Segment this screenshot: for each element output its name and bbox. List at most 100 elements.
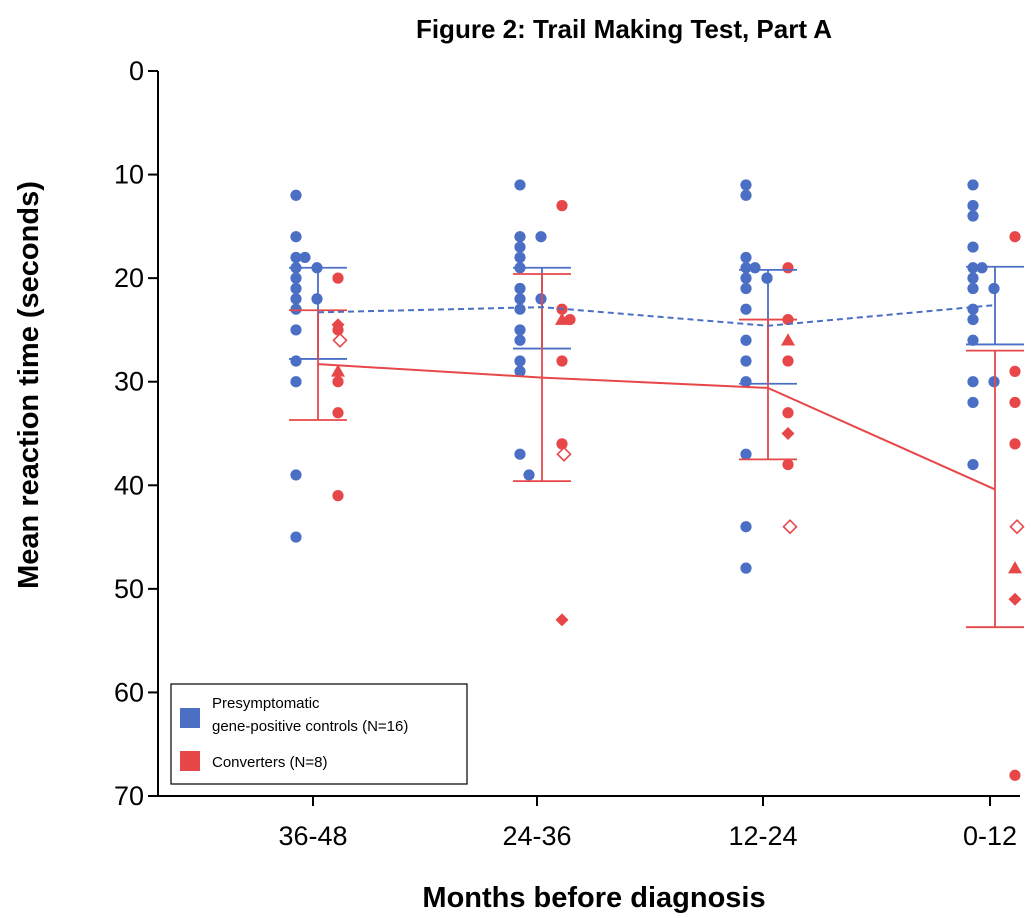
control-point: [740, 521, 752, 533]
y-tick-label: 40: [114, 470, 144, 500]
converter-triangle: [331, 364, 345, 377]
control-point: [290, 355, 302, 367]
control-point: [514, 324, 526, 336]
converter-triangle: [555, 312, 569, 325]
control-point: [967, 210, 979, 222]
converter-mean-line: [317, 363, 996, 491]
control-point: [967, 282, 979, 295]
control-point: [967, 458, 979, 471]
control-point: [967, 179, 979, 191]
y-tick-label: 0: [129, 56, 144, 86]
control-point: [514, 241, 526, 253]
converter-diamond-open: [556, 446, 572, 462]
y-tick-label: 30: [114, 367, 144, 397]
legend-swatch-converters: [180, 751, 200, 771]
control-point: [290, 376, 302, 388]
control-point: [290, 469, 302, 481]
legend-label-converters: Converters (N=8): [212, 754, 327, 771]
converter-point: [782, 262, 794, 274]
legend-box: [170, 683, 468, 785]
converter-point: [556, 438, 568, 450]
control-point: [967, 262, 979, 274]
control-point: [967, 303, 979, 315]
control-point: [967, 396, 979, 409]
control-point: [514, 303, 526, 315]
control-point: [740, 334, 752, 346]
control-error-bar: [966, 265, 1024, 346]
plot-area: [289, 179, 1025, 781]
chart-title: Figure 2: Trail Making Test, Part A: [416, 14, 832, 44]
control-point: [761, 272, 773, 284]
control-point: [514, 231, 526, 243]
control-point: [967, 313, 979, 326]
converter-point: [1009, 365, 1021, 377]
control-point: [988, 376, 1000, 388]
control-point: [967, 272, 979, 284]
control-point: [740, 448, 752, 460]
control-point: [290, 282, 302, 295]
legend-swatch-controls: [180, 708, 200, 728]
converter-point: [332, 272, 344, 284]
control-point: [290, 272, 302, 284]
y-tick-label: 20: [114, 263, 144, 293]
control-point: [514, 179, 526, 191]
y-tick-label: 50: [114, 574, 144, 604]
converter-diamond-open: [1009, 519, 1025, 535]
y-tick-label: 70: [114, 781, 144, 811]
x-tick-label: 0-12: [963, 821, 1017, 851]
control-point: [311, 293, 323, 305]
control-point: [740, 376, 752, 388]
converter-point: [1009, 438, 1021, 450]
x-tick-label: 24-36: [502, 821, 571, 851]
converter-diamond-open: [782, 519, 798, 535]
converter-point: [1009, 769, 1021, 781]
control-point: [967, 200, 979, 212]
control-point: [523, 469, 535, 481]
control-point: [514, 448, 526, 460]
control-point: [740, 179, 752, 191]
control-point: [740, 303, 752, 315]
control-point: [290, 231, 302, 243]
control-point: [740, 189, 752, 201]
converter-point: [1009, 231, 1021, 243]
control-point: [749, 262, 761, 274]
control-point: [740, 562, 752, 574]
control-mean-line: [317, 304, 996, 327]
y-tick-label: 60: [114, 677, 144, 707]
converter-point: [782, 407, 794, 419]
converter-point: [332, 376, 344, 388]
control-point: [299, 251, 311, 264]
control-point: [514, 251, 526, 264]
control-point: [514, 334, 526, 346]
control-point: [988, 282, 1000, 295]
x-tick-label: 36-48: [278, 821, 347, 851]
control-point: [740, 355, 752, 367]
converter-error-bar: [739, 318, 797, 461]
converter-point: [556, 355, 568, 367]
y-axis-label: Mean reaction time (seconds): [13, 181, 45, 589]
control-point: [290, 303, 302, 315]
converter-triangle: [1008, 561, 1022, 574]
control-point: [290, 251, 302, 264]
control-point: [290, 324, 302, 336]
converter-point: [556, 200, 568, 212]
converter-error-bar: [289, 309, 347, 421]
control-point: [967, 376, 979, 388]
control-point: [967, 241, 979, 253]
control-point: [514, 282, 526, 295]
control-point: [535, 293, 547, 305]
converter-diamond-filled: [555, 613, 569, 627]
control-point: [514, 355, 526, 367]
y-tick-label: 10: [114, 160, 144, 190]
converter-triangle: [781, 333, 795, 346]
control-point: [290, 189, 302, 201]
control-point: [967, 334, 979, 346]
control-point: [290, 293, 302, 305]
converter-diamond-filled: [1008, 592, 1022, 606]
legend: Presymptomatic gene-positive controls (N=…: [170, 683, 468, 785]
control-point: [740, 272, 752, 284]
converter-point: [1009, 396, 1021, 409]
legend-label-controls-line1: Presymptomatic: [212, 695, 320, 712]
converter-point: [782, 458, 794, 471]
control-point: [976, 262, 988, 274]
